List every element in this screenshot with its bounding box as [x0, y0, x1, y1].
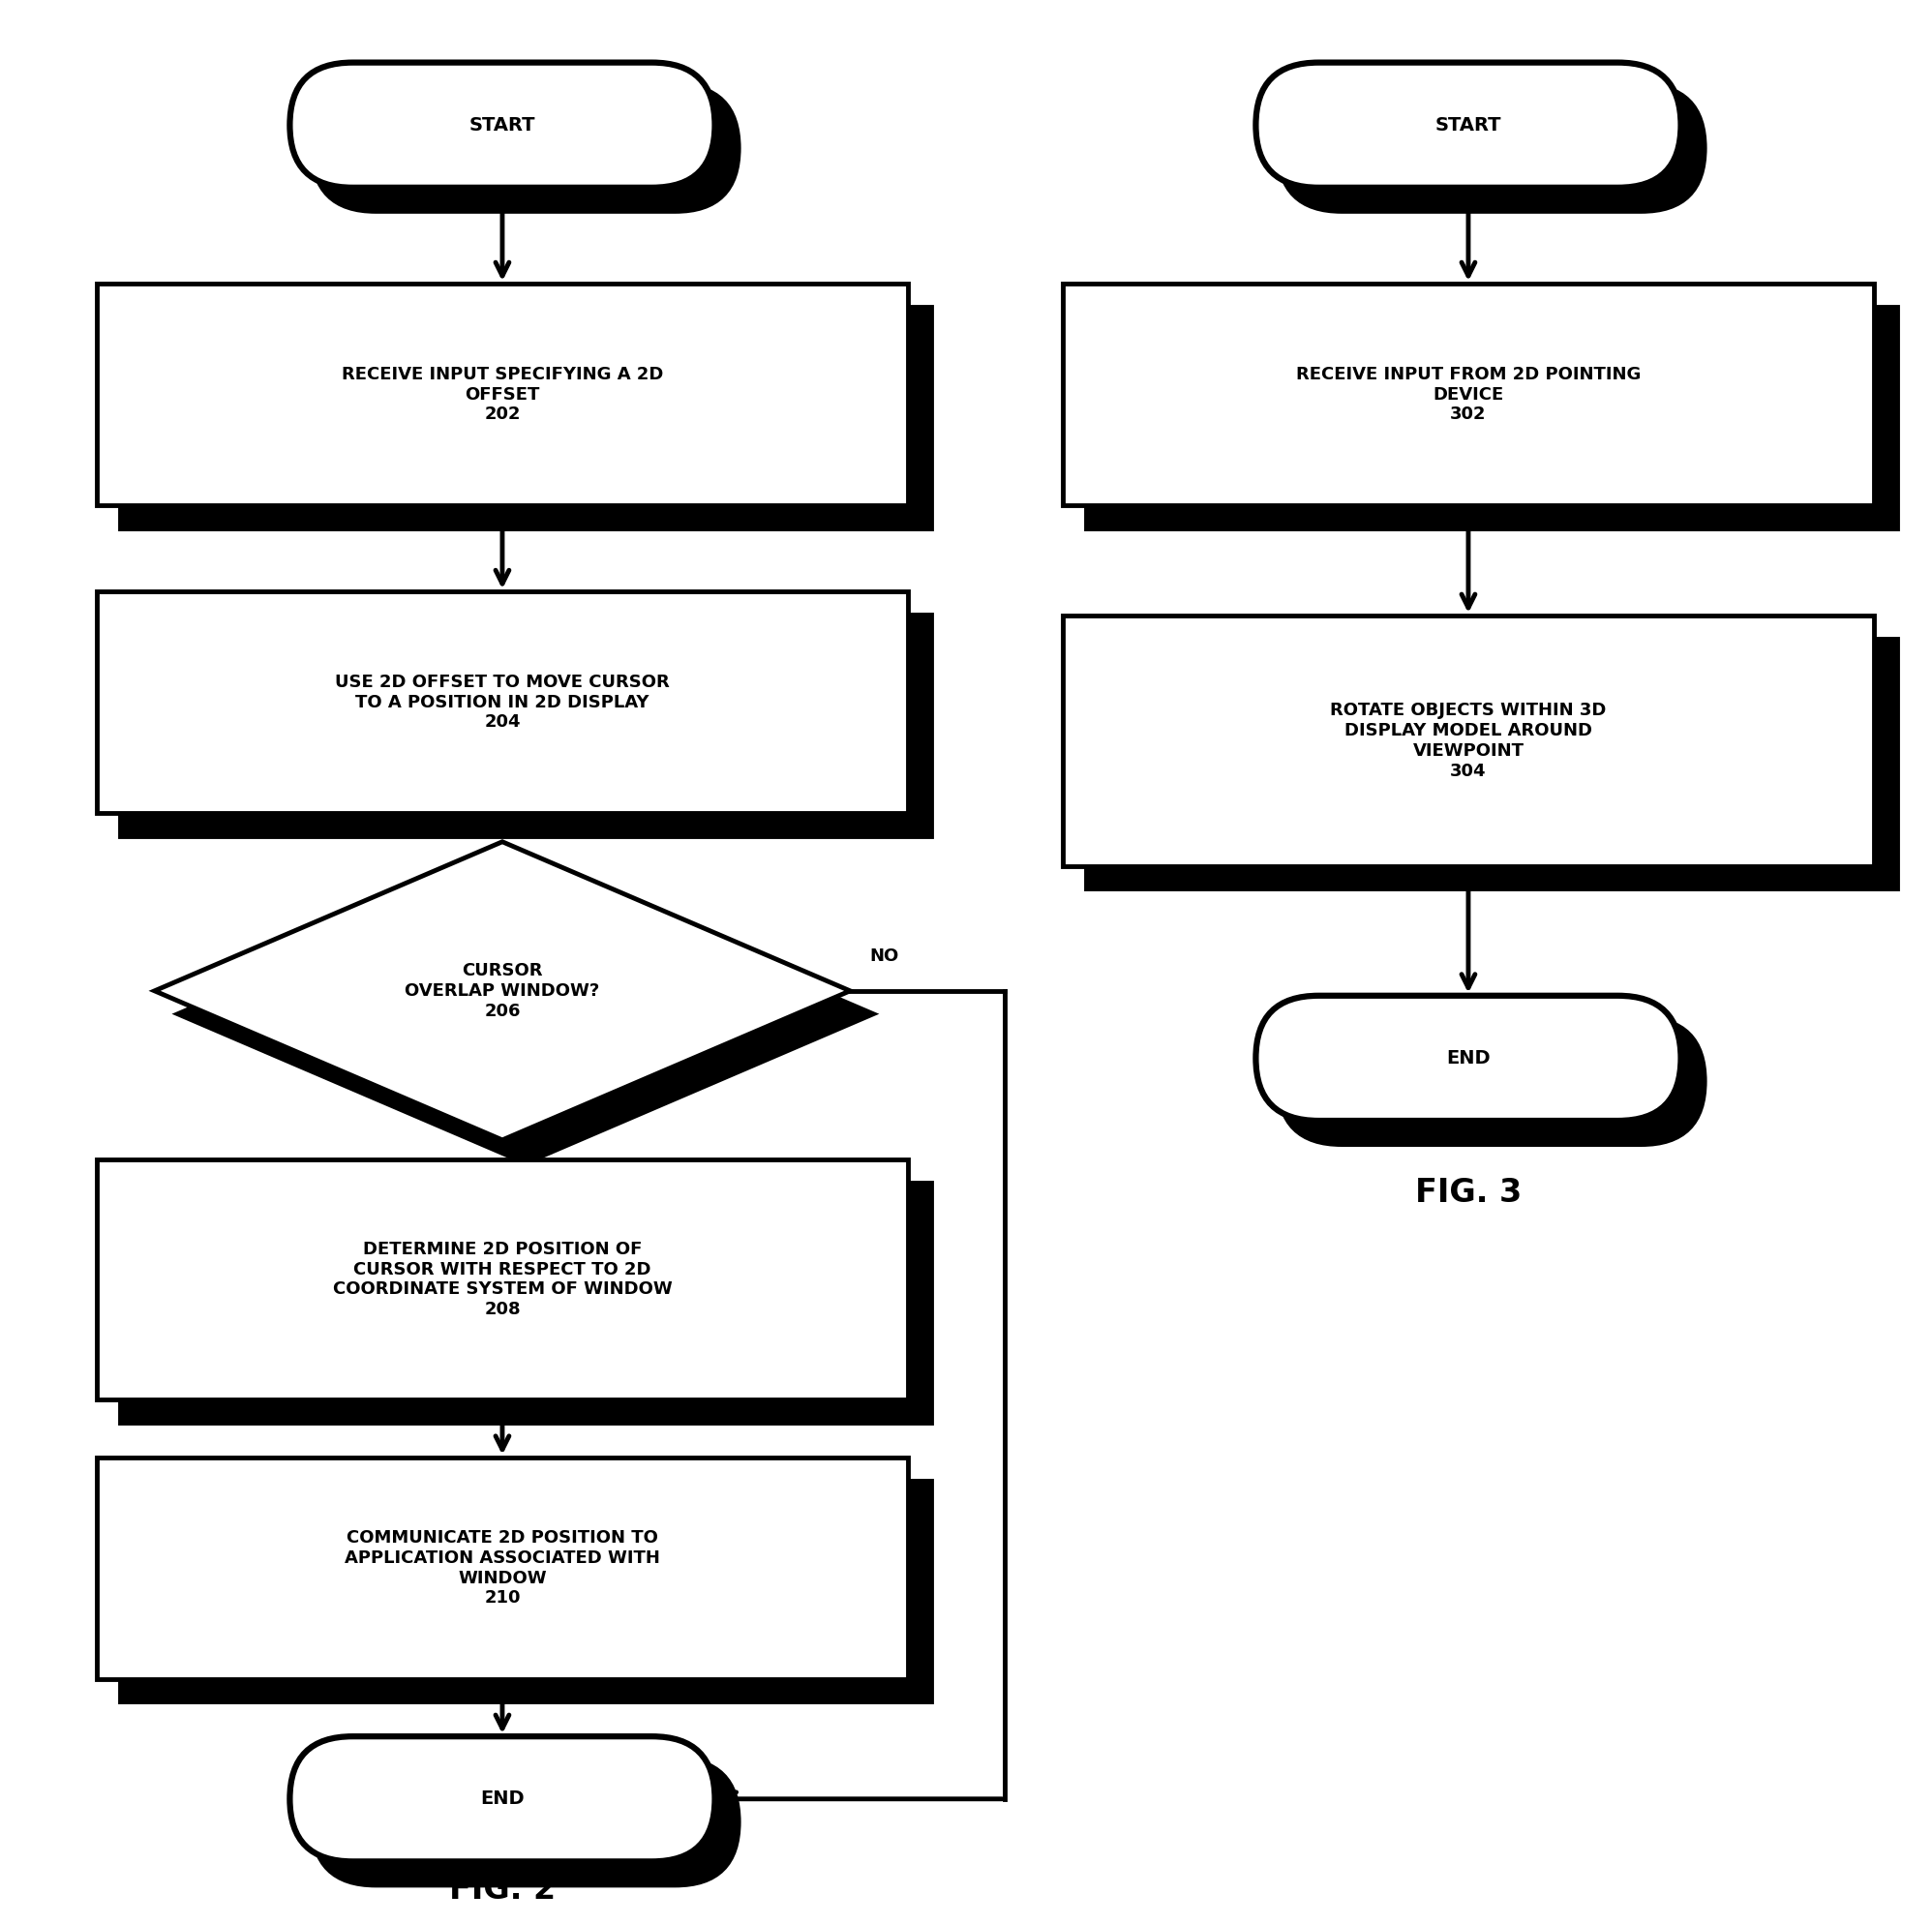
FancyBboxPatch shape: [97, 593, 908, 812]
FancyBboxPatch shape: [1086, 308, 1897, 527]
FancyBboxPatch shape: [1256, 997, 1681, 1120]
Text: END: END: [481, 1789, 524, 1809]
Text: END: END: [1447, 1049, 1490, 1068]
FancyBboxPatch shape: [1279, 85, 1704, 212]
FancyBboxPatch shape: [290, 62, 715, 189]
Text: CURSOR
OVERLAP WINDOW?
206: CURSOR OVERLAP WINDOW? 206: [406, 962, 599, 1020]
FancyBboxPatch shape: [120, 1181, 931, 1424]
FancyBboxPatch shape: [97, 1458, 908, 1678]
Text: YES: YES: [518, 1141, 554, 1158]
Polygon shape: [178, 866, 873, 1162]
FancyBboxPatch shape: [1256, 62, 1681, 189]
FancyBboxPatch shape: [120, 308, 931, 527]
Text: USE 2D OFFSET TO MOVE CURSOR
TO A POSITION IN 2D DISPLAY
204: USE 2D OFFSET TO MOVE CURSOR TO A POSITI…: [334, 673, 670, 731]
FancyBboxPatch shape: [1063, 283, 1874, 504]
FancyBboxPatch shape: [1063, 616, 1874, 866]
FancyBboxPatch shape: [290, 1735, 715, 1862]
Polygon shape: [155, 843, 850, 1139]
Text: START: START: [469, 115, 535, 135]
FancyBboxPatch shape: [97, 283, 908, 504]
Text: RECEIVE INPUT SPECIFYING A 2D
OFFSET
202: RECEIVE INPUT SPECIFYING A 2D OFFSET 202: [342, 366, 663, 423]
Text: NO: NO: [869, 947, 898, 966]
FancyBboxPatch shape: [1086, 639, 1897, 889]
FancyBboxPatch shape: [120, 1481, 931, 1703]
Text: FIG. 3: FIG. 3: [1414, 1177, 1522, 1208]
FancyBboxPatch shape: [313, 1759, 738, 1886]
Text: DETERMINE 2D POSITION OF
CURSOR WITH RESPECT TO 2D
COORDINATE SYSTEM OF WINDOW
2: DETERMINE 2D POSITION OF CURSOR WITH RES…: [332, 1241, 672, 1318]
FancyBboxPatch shape: [1279, 1020, 1704, 1143]
Text: START: START: [1435, 115, 1501, 135]
Text: FIG. 2: FIG. 2: [448, 1874, 556, 1905]
Text: RECEIVE INPUT FROM 2D POINTING
DEVICE
302: RECEIVE INPUT FROM 2D POINTING DEVICE 30…: [1296, 366, 1640, 423]
FancyBboxPatch shape: [97, 1158, 908, 1401]
FancyBboxPatch shape: [120, 616, 931, 835]
Text: COMMUNICATE 2D POSITION TO
APPLICATION ASSOCIATED WITH
WINDOW
210: COMMUNICATE 2D POSITION TO APPLICATION A…: [344, 1530, 661, 1607]
Text: ROTATE OBJECTS WITHIN 3D
DISPLAY MODEL AROUND
VIEWPOINT
304: ROTATE OBJECTS WITHIN 3D DISPLAY MODEL A…: [1331, 702, 1605, 779]
FancyBboxPatch shape: [313, 85, 738, 212]
